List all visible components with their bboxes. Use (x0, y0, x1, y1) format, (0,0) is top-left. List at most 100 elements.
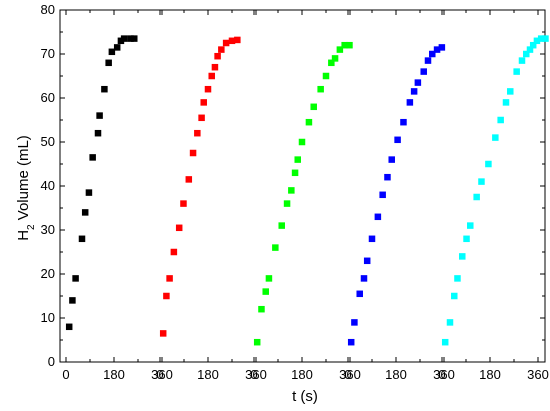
data-point (529, 41, 537, 49)
data-point (406, 99, 414, 106)
data-point (485, 160, 492, 168)
data-point (228, 37, 236, 45)
x-tick-label: 360 (339, 367, 361, 382)
data-point (336, 46, 344, 53)
data-point (170, 248, 178, 256)
data-point (356, 290, 363, 298)
data-point (85, 189, 93, 196)
data-point (298, 138, 306, 146)
data-point (72, 275, 79, 282)
x-tick-label: 360 (151, 367, 173, 382)
data-point (234, 36, 241, 44)
data-point (473, 193, 480, 201)
data-point (414, 79, 422, 86)
x-tick-label: 0 (344, 367, 351, 382)
data-point (265, 275, 273, 282)
y-tick-label: 10 (41, 310, 55, 325)
data-point (166, 275, 173, 282)
data-point (346, 41, 353, 49)
data-point (379, 191, 386, 199)
data-point (120, 35, 128, 42)
data-point (131, 35, 138, 42)
x-tick-label: 180 (103, 367, 125, 382)
data-point (459, 253, 466, 260)
data-point (159, 330, 167, 337)
data-point (189, 149, 197, 157)
data-point (180, 200, 187, 207)
data-point (351, 319, 358, 326)
data-point (317, 85, 324, 93)
data-point (288, 187, 295, 194)
data-point (533, 37, 541, 45)
data-point (513, 68, 520, 75)
series-2 (159, 36, 241, 337)
data-point (101, 85, 108, 93)
x-tick-label: 360 (245, 367, 267, 382)
data-point (294, 156, 301, 163)
data-point (497, 116, 504, 124)
data-point (278, 222, 285, 229)
data-point (424, 57, 432, 64)
data-point (446, 319, 454, 326)
data-point (89, 154, 96, 161)
data-point (454, 275, 461, 282)
data-point (537, 35, 545, 42)
data-point (218, 46, 225, 53)
x-tick-label: 180 (385, 367, 407, 382)
y-axis-title-rest: Volume (mL) (15, 135, 32, 224)
y-tick-label: 0 (48, 354, 55, 369)
data-point (113, 44, 121, 51)
data-point (200, 99, 207, 106)
data-point (194, 129, 201, 137)
data-point (478, 178, 485, 185)
data-point (198, 114, 205, 122)
y-tick-label: 50 (41, 134, 55, 149)
data-point (94, 129, 102, 137)
data-point (253, 338, 261, 346)
data-point (438, 44, 446, 51)
data-point (96, 112, 103, 119)
data-point (175, 224, 183, 232)
data-point (526, 46, 534, 53)
data-point (211, 63, 219, 71)
x-axis-title: t (s) (292, 388, 318, 405)
data-point (310, 103, 317, 111)
data-point (262, 288, 269, 295)
x-tick-label: 360 (527, 367, 549, 382)
data-point (441, 338, 449, 346)
data-markers (65, 35, 549, 346)
y-axis-title-main: H (15, 230, 32, 241)
data-point (272, 244, 279, 251)
data-point (542, 35, 549, 42)
data-point (502, 99, 510, 106)
x-tick-label: 0 (250, 367, 257, 382)
data-point (108, 48, 116, 56)
data-point (331, 55, 339, 62)
x-tick-label: 180 (197, 367, 219, 382)
data-point (429, 50, 436, 58)
x-tick-label: 360 (433, 367, 455, 382)
data-point (258, 305, 265, 313)
data-point (374, 213, 382, 221)
x-tick-label: 0 (62, 367, 69, 382)
x-tick-label: 180 (291, 367, 313, 382)
data-point (78, 235, 86, 243)
y-tick-label: 80 (41, 2, 55, 17)
x-tick-label: 180 (479, 367, 501, 382)
data-point (105, 59, 112, 67)
data-point (410, 88, 418, 95)
data-point (368, 235, 376, 243)
data-point (328, 59, 335, 67)
data-point (208, 72, 215, 80)
y-axis-title-subscript: 2 (26, 224, 37, 230)
series-4 (347, 44, 446, 346)
data-point (291, 169, 299, 177)
y-axis-title: H2 Volume (mL) (15, 135, 37, 241)
data-point (463, 235, 470, 243)
data-point (433, 46, 441, 53)
data-point (347, 338, 355, 346)
y-tick-label: 60 (41, 90, 55, 105)
data-point (451, 292, 458, 300)
data-point (283, 200, 291, 207)
